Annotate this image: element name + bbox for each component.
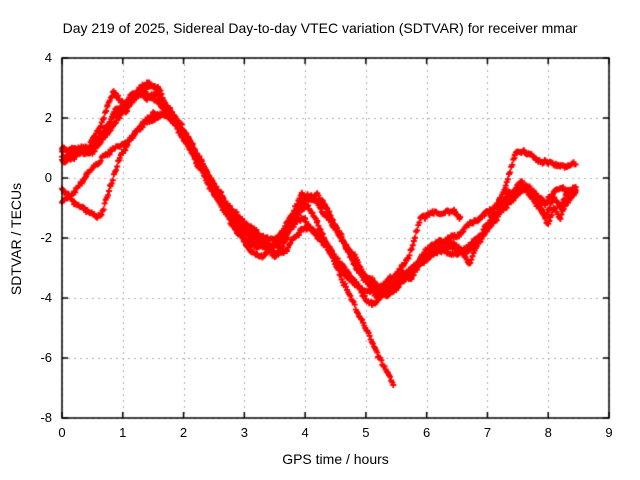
x-tick-label-6: 6	[423, 425, 431, 440]
x-tick-label-4: 4	[301, 425, 309, 440]
y-tick-label-4: 4	[44, 50, 52, 65]
y-tick-label--2: -2	[40, 230, 52, 245]
x-tick-label-7: 7	[483, 425, 492, 440]
x-tick-label-8: 8	[544, 425, 552, 440]
x-tick-label-9: 9	[605, 425, 613, 440]
y-tick-label-2: 2	[44, 110, 52, 125]
x-tick-label-2: 2	[179, 425, 188, 440]
x-tick-label-3: 3	[240, 425, 248, 440]
x-tick-label-1: 1	[119, 425, 127, 440]
x-tick-label-0: 0	[58, 425, 66, 440]
x-tick-label-5: 5	[362, 425, 370, 440]
y-tick-label--8: -8	[40, 410, 52, 425]
chart-title: Day 219 of 2025, Sidereal Day-to-day VTE…	[62, 20, 578, 36]
y-tick-label-0: 0	[44, 170, 52, 185]
x-axis-label: GPS time / hours	[282, 451, 389, 467]
y-tick-label--4: -4	[40, 290, 52, 305]
y-tick-label--6: -6	[40, 350, 52, 365]
